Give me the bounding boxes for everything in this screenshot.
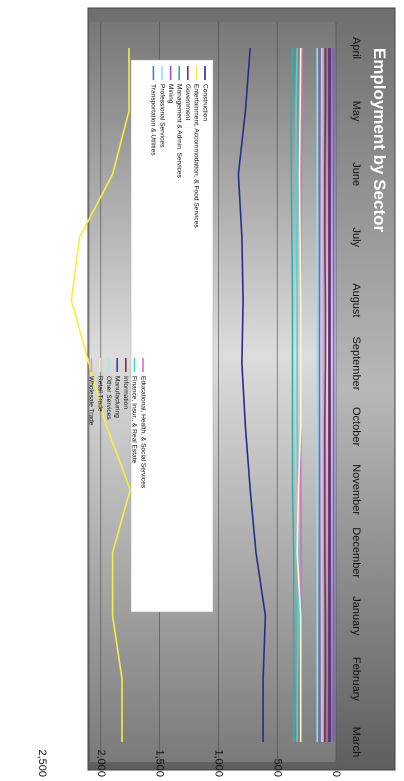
series-line xyxy=(70,48,131,742)
series-line xyxy=(296,47,302,742)
legend-entry: Management & Admin. Services xyxy=(175,84,182,179)
series-line xyxy=(295,47,300,742)
x-tick-label: October xyxy=(350,407,362,446)
y-tick-label: 2,500 xyxy=(36,749,48,777)
legend-entry: Professional Services xyxy=(158,84,165,148)
legend-entry: Government xyxy=(184,84,191,120)
series-lines xyxy=(70,47,335,743)
x-tick-label: November xyxy=(350,464,362,515)
legend-entry: Wholesale Trade xyxy=(88,376,95,426)
y-tick-label: 1,000 xyxy=(212,749,224,777)
legend-entry: Entertainment, Accommodation, & Food Ser… xyxy=(193,84,200,228)
y-tick-label: 2,000 xyxy=(95,749,107,777)
legend-entry: Retail Trade xyxy=(96,376,103,412)
legend-entry: Construction xyxy=(201,84,208,121)
legend-entry: Other Services xyxy=(105,376,112,420)
series-line xyxy=(323,48,327,743)
x-tick-label: March xyxy=(350,727,362,758)
x-tick-label: May xyxy=(350,101,362,122)
x-tick-label: December xyxy=(350,527,362,578)
gridlines xyxy=(100,22,337,762)
y-tick-label: 0 xyxy=(330,771,342,777)
y-axis-ticks: 0 500 1,000 1,500 2,000 2,500 xyxy=(36,749,342,777)
y-tick-label: 1,500 xyxy=(154,749,166,777)
x-tick-label: April xyxy=(350,37,362,59)
x-tick-label: July xyxy=(350,227,362,247)
chart-title: Employment by Sector xyxy=(370,48,389,233)
x-tick-label: February xyxy=(350,657,362,702)
legend-entry: Transportation & Utilities xyxy=(150,84,157,156)
x-axis-ticks: April May June July August September October No… xyxy=(350,37,362,757)
legend-entry: Mining xyxy=(167,84,174,104)
x-tick-label: August xyxy=(350,283,362,317)
legend-entry: Educational, Health, & Social Services xyxy=(139,376,146,489)
legend-entry: Manufacturing xyxy=(113,376,120,418)
x-tick-label: September xyxy=(350,337,362,391)
y-tick-label: 500 xyxy=(271,759,283,777)
series-line xyxy=(290,47,295,742)
x-tick-label: January xyxy=(350,596,362,636)
x-tick-label: June xyxy=(350,162,362,186)
legend-entry: Information xyxy=(122,376,129,409)
legend-entry: Finance, Insur., & Real Estate xyxy=(131,376,138,464)
series-line xyxy=(237,47,267,742)
